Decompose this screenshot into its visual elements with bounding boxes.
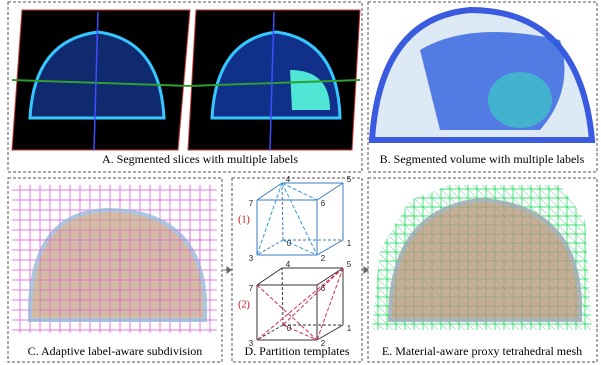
vertex-label: 4: [286, 175, 291, 184]
arrow-head: [227, 267, 231, 273]
cube-edge: [317, 240, 343, 255]
partition-diagonal: [317, 268, 343, 340]
caption: A. Segmented slices with multiple labels: [102, 152, 298, 166]
arrow-head: [364, 267, 368, 273]
cube-edge: [317, 183, 343, 200]
cube-edge: [257, 183, 282, 200]
vertex-label: 0: [287, 239, 292, 248]
volume-organ: [488, 72, 552, 128]
template-label: (1): [238, 214, 250, 225]
vertex-label: 3: [249, 339, 254, 348]
vertex-label: 5: [347, 260, 352, 269]
partition-diagonal: [282, 183, 317, 200]
vertex-label: 5: [347, 175, 352, 184]
vertex-label: 4: [286, 260, 291, 269]
cube-edge-hidden: [257, 325, 283, 340]
caption: D. Partition templates: [245, 344, 350, 358]
vertex-label: 0: [287, 324, 292, 333]
caption: E. Material-aware proxy tetrahedral mesh: [382, 344, 582, 358]
panel-a: A. Segmented slices with multiple labels: [8, 2, 362, 172]
vertex-label: 6: [321, 284, 326, 293]
octree-grid: [40, 230, 200, 315]
cube-edge-hidden: [282, 183, 283, 240]
panel-b: B. Segmented volume with multiple labels: [368, 2, 597, 172]
vertex-label: 7: [249, 284, 254, 293]
vertex-label: 3: [249, 254, 254, 263]
panel-e: E. Material-aware proxy tetrahedral mesh: [368, 178, 597, 362]
template-label: (2): [238, 299, 250, 310]
page: A. Segmented slices with multiple labels…: [0, 0, 601, 365]
cube-edge: [317, 325, 343, 340]
cube-edge: [317, 268, 343, 285]
partition-diagonal: [283, 268, 343, 325]
vertex-label: 2: [321, 339, 326, 348]
vertex-label: 1: [347, 324, 352, 333]
cube-edge-hidden: [282, 268, 283, 325]
vertex-label: 6: [321, 199, 326, 208]
cube-edge: [257, 268, 282, 285]
partition-diagonal: [257, 183, 282, 255]
vertex-label: 2: [321, 254, 326, 263]
panel-c: C. Adaptive label-aware subdivision: [8, 178, 222, 362]
figure: A. Segmented slices with multiple labels…: [0, 0, 601, 365]
vertex-label: 7: [249, 199, 254, 208]
caption: B. Segmented volume with multiple labels: [380, 152, 585, 166]
vertex-label: 1: [347, 239, 352, 248]
caption: C. Adaptive label-aware subdivision: [28, 344, 203, 358]
